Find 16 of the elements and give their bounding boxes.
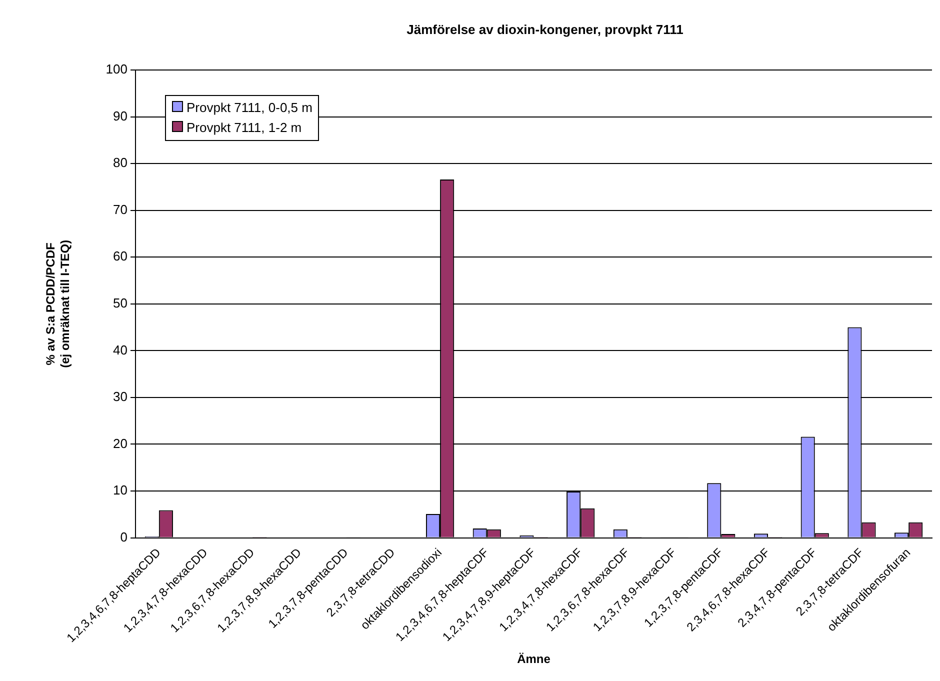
y-axis-title: % av S:a PCDD/PCDF (ej omräknat till I-TEQ) — [44, 240, 72, 368]
y-tick-label: 10 — [113, 482, 128, 498]
y-tick-label: 40 — [113, 342, 128, 358]
legend-label: Provpkt 7111, 1-2 m — [185, 119, 303, 137]
y-tick-label: 100 — [106, 62, 128, 77]
y-tick-label: 90 — [113, 108, 128, 124]
y-tick-label: 80 — [113, 155, 128, 170]
y-tick-label: 60 — [113, 248, 128, 264]
legend-label: Provpkt 7111, 0-0,5 m — [185, 99, 312, 117]
y-tick-label: 30 — [113, 389, 128, 404]
x-axis-title: Ämne — [517, 652, 551, 666]
y-tick-label: 20 — [113, 436, 128, 451]
y-tick-label: 50 — [113, 295, 128, 310]
y-tick-label: 0 — [120, 529, 128, 544]
y-tick-label: 70 — [113, 202, 128, 217]
chart-title: Jämförelse av dioxin-kongener, provpkt 7111 — [406, 22, 684, 37]
